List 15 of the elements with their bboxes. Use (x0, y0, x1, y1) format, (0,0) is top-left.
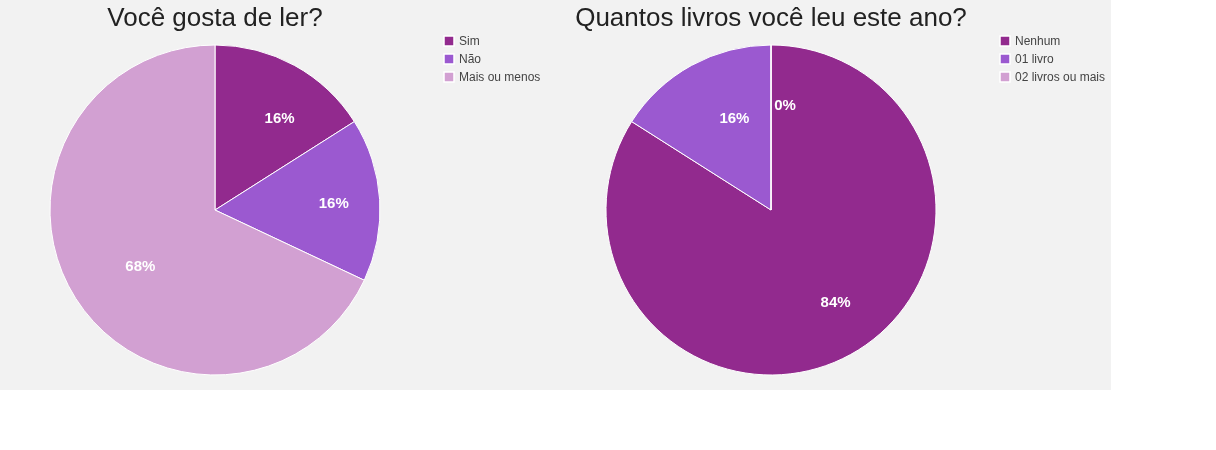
text: 0% (774, 96, 796, 113)
legend-label: Mais ou menos (459, 70, 541, 84)
legend-label: Não (459, 52, 482, 66)
chart-title: Quantos livros você leu este ano? (575, 2, 967, 32)
chart-title: Você gosta de ler? (107, 2, 323, 32)
legend-label: 02 livros ou mais (1015, 70, 1106, 84)
pie-slice (605, 44, 937, 376)
data-label: 16% (264, 108, 295, 126)
data-label: 16% (719, 108, 750, 126)
legend-label: Nenhum (1015, 34, 1061, 48)
legend-label: Sim (459, 34, 480, 48)
data-label: 68% (125, 257, 156, 275)
data-label: 84% (820, 293, 851, 311)
legend-label: 01 livro (1015, 52, 1055, 66)
data-label: 16% (318, 194, 349, 212)
